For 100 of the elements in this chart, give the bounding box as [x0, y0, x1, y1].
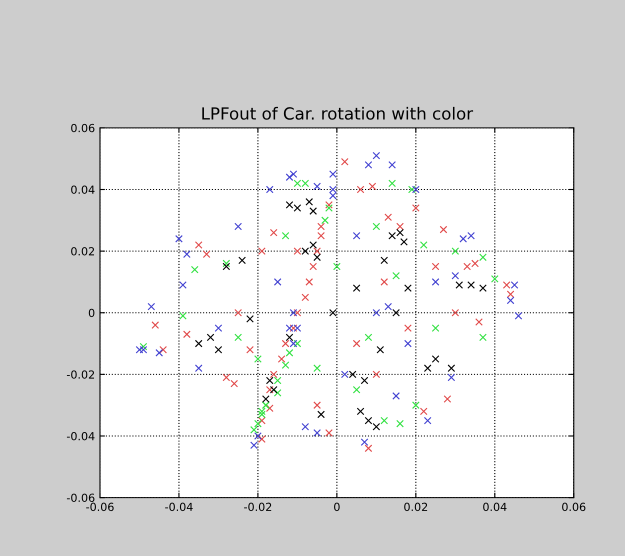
point [452, 247, 460, 255]
point [348, 370, 356, 378]
point [396, 222, 404, 230]
point [194, 340, 203, 348]
point [258, 416, 266, 424]
point [274, 278, 282, 286]
point [452, 272, 460, 280]
point [286, 334, 294, 342]
point [490, 275, 499, 283]
point [404, 324, 412, 332]
point [506, 290, 514, 298]
point [286, 201, 294, 209]
point [140, 346, 148, 354]
point [254, 355, 262, 363]
point [317, 222, 325, 230]
point [194, 241, 203, 249]
point [364, 161, 372, 169]
x-tick-label: 0.04 [483, 502, 507, 512]
point [179, 312, 187, 320]
point [238, 256, 246, 264]
point [309, 241, 317, 249]
y-tick-label: -0.02 [66, 370, 94, 379]
point [412, 401, 420, 409]
point [396, 420, 404, 428]
point [282, 340, 290, 348]
point [467, 232, 475, 240]
point [266, 186, 274, 194]
point [230, 380, 238, 388]
point [325, 201, 333, 209]
point [412, 186, 420, 194]
point [222, 262, 230, 270]
point [380, 416, 388, 424]
point [301, 247, 310, 255]
point [190, 266, 199, 274]
point [179, 281, 187, 289]
point [266, 386, 274, 394]
point [448, 374, 456, 382]
point [329, 186, 337, 194]
chart-title: LPFout of Car. rotation with color [202, 106, 474, 120]
point [290, 308, 298, 317]
point [278, 355, 286, 363]
point [206, 334, 214, 342]
point [408, 186, 416, 194]
point [471, 260, 479, 268]
point [384, 302, 392, 310]
point [262, 395, 270, 403]
point [313, 182, 321, 190]
point [510, 281, 518, 289]
point [333, 262, 341, 270]
point [290, 340, 298, 348]
point [475, 318, 483, 326]
point [155, 348, 164, 357]
point [258, 408, 266, 416]
point [258, 247, 266, 255]
point [313, 401, 321, 409]
point [420, 241, 428, 249]
point [258, 410, 266, 418]
point [364, 334, 372, 342]
point [404, 340, 412, 348]
point [459, 234, 468, 243]
x-tick-label: 0.02 [404, 502, 428, 512]
point [270, 228, 278, 236]
point [294, 247, 302, 255]
point [463, 262, 471, 270]
point [234, 308, 242, 317]
point [356, 186, 364, 194]
point [317, 410, 325, 418]
point [301, 294, 310, 302]
point [136, 346, 144, 354]
point [305, 278, 314, 286]
point [325, 204, 333, 212]
point [305, 198, 314, 206]
point [290, 324, 298, 332]
point [372, 152, 380, 160]
point [479, 334, 487, 342]
point [376, 346, 384, 354]
point [151, 321, 160, 329]
point [455, 281, 464, 289]
point [250, 426, 258, 434]
point [294, 340, 302, 348]
point [290, 170, 298, 178]
point [420, 408, 428, 416]
point [254, 432, 262, 440]
point [286, 348, 294, 357]
point [368, 182, 376, 190]
point [140, 342, 148, 350]
point [388, 180, 396, 188]
point [448, 364, 456, 372]
point [360, 438, 368, 446]
point [274, 376, 282, 384]
point [372, 308, 380, 317]
y-tick-label: 0.06 [71, 124, 94, 132]
x-tick-label: 0 [334, 502, 340, 512]
point [313, 364, 321, 372]
y-tick-label: -0.06 [66, 494, 94, 502]
point [479, 253, 487, 262]
point [309, 207, 317, 215]
point [282, 232, 290, 240]
point [234, 222, 242, 230]
point [325, 429, 333, 437]
